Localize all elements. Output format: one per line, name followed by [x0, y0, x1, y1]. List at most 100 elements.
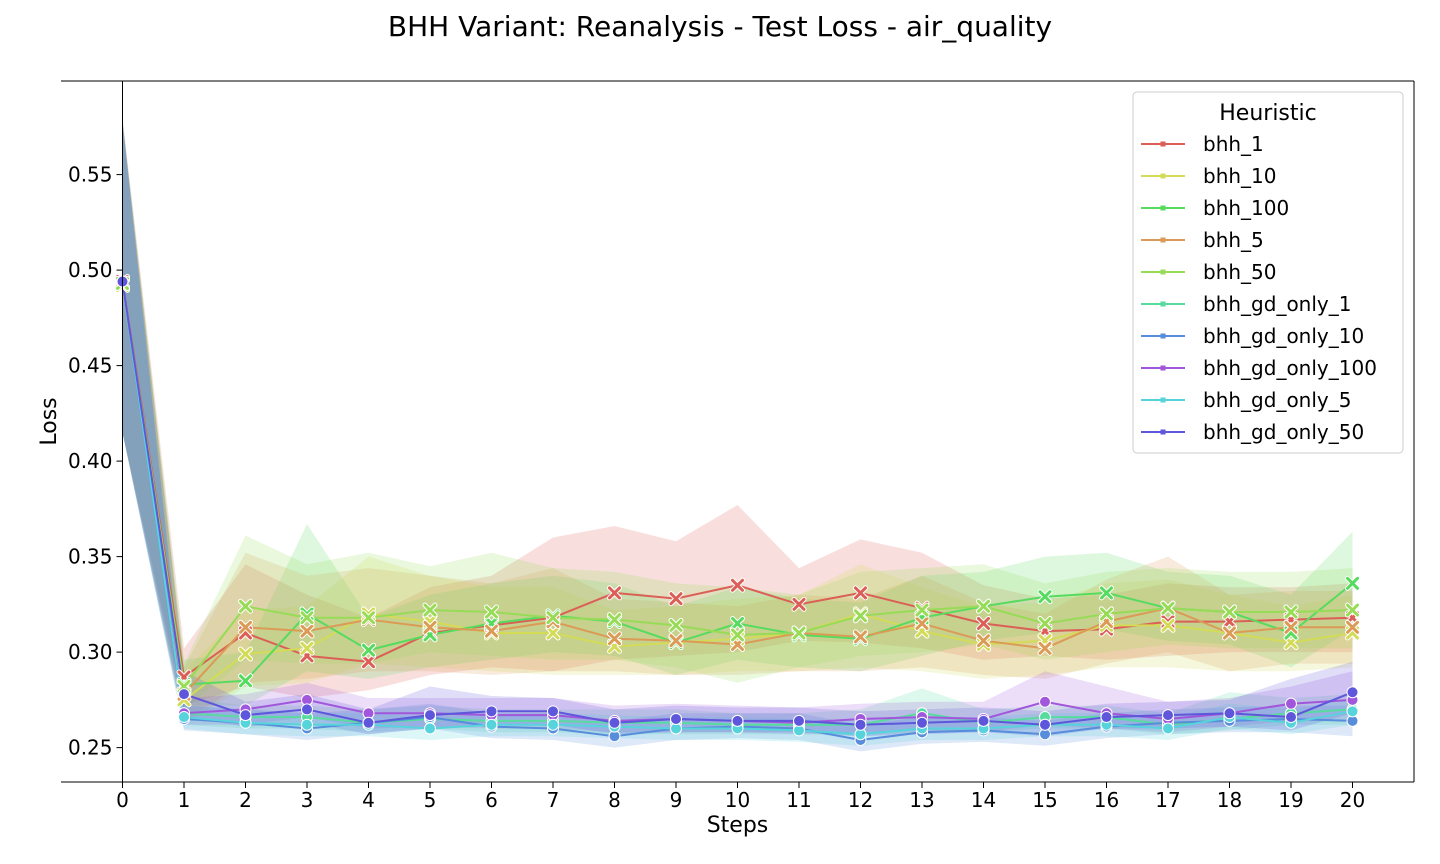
- x-tick-label: 11: [786, 788, 811, 812]
- y-tick-label: 0.50: [68, 258, 113, 282]
- legend-label-bhh_gd_only_1: bhh_gd_only_1: [1203, 292, 1351, 316]
- point-bhh_100: [362, 643, 375, 657]
- x-tick-label: 10: [725, 788, 750, 812]
- legend-label-bhh_1: bhh_1: [1203, 132, 1264, 156]
- point-bhh_gd_only_5: [547, 718, 559, 731]
- y-tick-label: 0.40: [68, 449, 113, 473]
- legend-title: Heuristic: [1219, 101, 1316, 126]
- point-bhh_1: [362, 655, 375, 669]
- y-tick-label: 0.30: [68, 640, 113, 664]
- point-bhh_50: [1038, 616, 1052, 630]
- x-tick-label: 0: [116, 788, 129, 812]
- legend-label-bhh_gd_only_50: bhh_gd_only_50: [1203, 420, 1364, 444]
- legend-marker-bhh_gd_only_10: [1160, 333, 1166, 339]
- point-bhh_gd_only_5: [1162, 722, 1174, 735]
- point-bhh_50: [239, 599, 252, 613]
- point-bhh_50: [1284, 605, 1298, 619]
- point-bhh_1: [731, 578, 744, 592]
- point-bhh_50: [854, 609, 867, 623]
- point-bhh_50: [546, 611, 560, 625]
- point-bhh_100: [1038, 590, 1052, 604]
- legend-frame: [1132, 91, 1404, 454]
- x-tick-label: 20: [1340, 788, 1365, 812]
- legend-marker-bhh_10: [1160, 173, 1166, 179]
- point-bhh_10: [1161, 618, 1175, 632]
- point-bhh_gd_only_5: [178, 711, 190, 724]
- point-bhh_5: [423, 620, 437, 634]
- legend-label-bhh_100: bhh_100: [1203, 196, 1289, 220]
- chart-title: BHH Variant: Reanalysis - Test Loss - ai…: [387, 10, 1053, 43]
- legend-label-bhh_gd_only_5: bhh_gd_only_5: [1203, 388, 1351, 412]
- point-bhh_5: [608, 632, 621, 646]
- point-bhh_1: [608, 586, 621, 600]
- point-bhh_50: [1161, 601, 1175, 615]
- point-bhh_50: [669, 618, 683, 632]
- point-bhh_100: [239, 674, 252, 688]
- x-tick-label: 19: [1278, 788, 1303, 812]
- legend-label-bhh_5: bhh_5: [1203, 228, 1264, 252]
- point-bhh_50: [1223, 605, 1236, 619]
- x-tick-label: 6: [485, 788, 498, 812]
- legend-marker-bhh_1: [1160, 141, 1166, 147]
- point-bhh_10: [239, 647, 252, 661]
- point-bhh_gd_only_50: [731, 714, 744, 727]
- point-bhh_gd_only_100: [1285, 697, 1297, 710]
- legend-label-bhh_10: bhh_10: [1203, 164, 1277, 188]
- point-bhh_1: [854, 586, 867, 600]
- point-bhh_gd_only_50: [977, 714, 990, 727]
- point-bhh_gd_only_5: [1346, 705, 1359, 718]
- x-tick-label: 3: [301, 788, 314, 812]
- legend-marker-bhh_gd_only_1: [1160, 301, 1166, 307]
- point-bhh_5: [854, 630, 867, 644]
- axes: 0 1 2 3 4 5 6 7 8 9 10 11 12 13 14 15 16 17 18 19 200.250.30…: [61, 80, 1415, 812]
- point-bhh_50: [977, 599, 990, 613]
- point-bhh_gd_only_50: [178, 688, 190, 701]
- point-bhh_50: [731, 628, 744, 642]
- point-bhh_gd_only_50: [1285, 711, 1297, 724]
- point-bhh_gd_only_50: [793, 714, 805, 727]
- x-tick-label: 8: [608, 788, 621, 812]
- point-bhh_10: [300, 641, 314, 655]
- point-bhh_50: [300, 611, 314, 625]
- x-axis-label: Steps: [707, 813, 769, 838]
- point-bhh_50: [608, 613, 621, 627]
- point-bhh_gd_only_50: [916, 716, 928, 729]
- point-bhh_gd_only_50: [1100, 711, 1113, 724]
- point-bhh_gd_only_50: [608, 716, 621, 729]
- band-bhh_10: [122, 126, 1353, 725]
- legend-marker-bhh_gd_only_5: [1160, 397, 1166, 403]
- point-bhh_gd_only_5: [301, 718, 313, 731]
- x-tick-label: 7: [547, 788, 560, 812]
- x-tick-label: 9: [670, 788, 683, 812]
- point-bhh_gd_only_50: [854, 718, 867, 731]
- point-bhh_gd_only_50: [1346, 686, 1359, 699]
- x-tick-label: 1: [178, 788, 191, 812]
- point-bhh_50: [423, 603, 437, 617]
- point-bhh_50: [485, 605, 498, 619]
- point-bhh_50: [792, 626, 806, 640]
- point-bhh_5: [485, 624, 498, 638]
- point-bhh_gd_only_50: [239, 709, 252, 722]
- point-bhh_gd_only_50: [670, 712, 682, 725]
- point-bhh_5: [1346, 620, 1359, 634]
- legend: Heuristic bhh_1 bhh_10 bhh_100 bhh_5 bhh_50bh…: [1132, 91, 1404, 454]
- point-bhh_100: [1100, 586, 1113, 600]
- point-bhh_gd_only_50: [1162, 709, 1174, 722]
- x-tick-label: 14: [971, 788, 996, 812]
- y-tick-label: 0.55: [68, 163, 113, 187]
- point-bhh_gd_only_50: [1039, 718, 1051, 731]
- x-tick-label: 2: [239, 788, 252, 812]
- point-bhh_100: [1346, 576, 1359, 590]
- point-bhh_5: [977, 634, 990, 648]
- x-tick-label: 17: [1155, 788, 1180, 812]
- x-tick-label: 15: [1032, 788, 1057, 812]
- point-bhh_gd_only_5: [424, 722, 436, 735]
- point-bhh_5: [669, 634, 683, 648]
- point-bhh_1: [977, 616, 990, 630]
- point-bhh_5: [1038, 641, 1052, 655]
- x-tick-label: 5: [424, 788, 437, 812]
- x-tick-label: 12: [848, 788, 873, 812]
- point-bhh_1: [669, 592, 683, 606]
- legend-marker-bhh_100: [1160, 205, 1166, 211]
- legend-marker-bhh_gd_only_100: [1160, 365, 1166, 371]
